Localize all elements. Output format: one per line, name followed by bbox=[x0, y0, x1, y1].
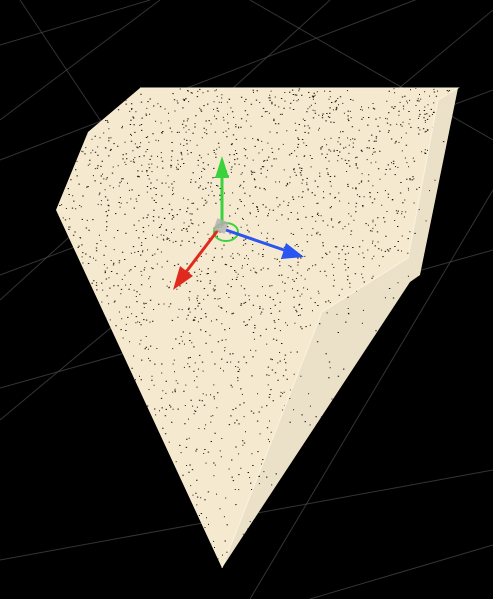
grid-line bbox=[310, 545, 493, 599]
grid-line bbox=[0, 0, 150, 45]
point-cloud-mesh[interactable] bbox=[56, 88, 459, 569]
